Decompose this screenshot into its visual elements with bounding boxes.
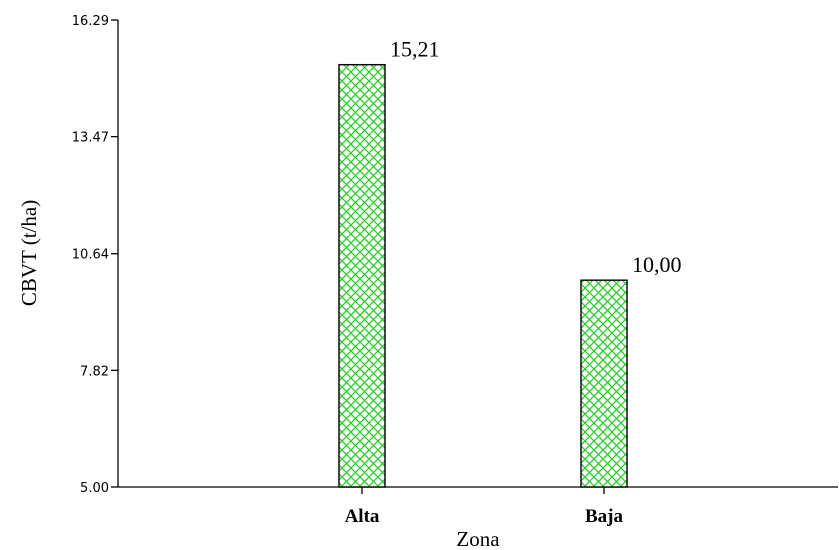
- bars: 15,21 10,00: [338, 37, 682, 488]
- data-label-alta: 15,21: [390, 37, 440, 62]
- y-tick-label: 16.29: [72, 14, 109, 29]
- y-axis-title: CBVT (t/ha): [17, 200, 41, 306]
- x-axis: Alta Baja: [118, 486, 838, 527]
- bar-alta: [338, 63, 386, 488]
- x-tick-label: Baja: [585, 506, 624, 527]
- y-tick-label: 13.47: [72, 131, 109, 146]
- y-tick-label: 10.64: [72, 248, 109, 263]
- x-tick-label: Alta: [345, 506, 380, 527]
- data-label-baja: 10,00: [632, 252, 682, 277]
- x-axis-title: Zona: [456, 527, 500, 550]
- y-axis: 5.00 7.82 10.64 13.47 16.29: [72, 14, 119, 496]
- y-tick-label: 7.82: [80, 364, 109, 379]
- bar-baja: [580, 279, 628, 488]
- y-tick-label: 5.00: [80, 481, 109, 496]
